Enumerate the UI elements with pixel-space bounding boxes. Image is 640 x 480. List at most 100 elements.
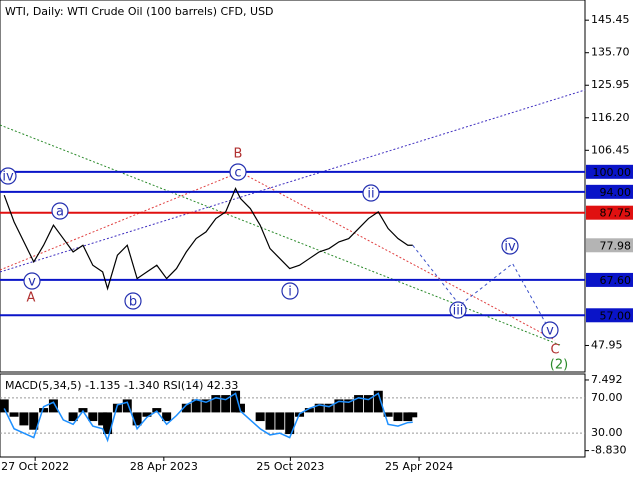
price-line: [3, 187, 413, 291]
rsi-line: [3, 392, 413, 443]
macd-bar: [19, 412, 29, 426]
level-label-box: [586, 184, 633, 199]
macd-bar: [0, 399, 9, 413]
macd-bar: [314, 403, 324, 413]
level-label: 67.60: [600, 274, 632, 287]
macd-bar: [103, 412, 113, 435]
macd-bar: [383, 412, 393, 417]
macd-bar: [255, 412, 265, 422]
wave-circle: [362, 184, 380, 202]
wave-label: i: [288, 285, 292, 300]
wave-label: iv: [504, 240, 516, 255]
macd-bar: [68, 412, 78, 422]
annotations: iv a v A B c b i ii iii iv v C (2): [0, 147, 568, 373]
wave-circle: [51, 202, 69, 220]
level-label-box: [586, 238, 633, 253]
macd-bar: [354, 395, 364, 413]
macd-bar: [29, 412, 39, 430]
wave-label: ii: [367, 187, 374, 202]
macd-bar: [88, 412, 98, 422]
macd-bar: [48, 399, 58, 413]
x-tick-label: 25 Oct 2023: [256, 460, 324, 473]
y-tick-label: 116.20: [591, 111, 630, 124]
chart-title: WTI, Daily: WTI Crude Oil (100 barrels) …: [5, 5, 274, 18]
macd-bar: [334, 399, 344, 413]
trend-line: [0, 89, 586, 273]
macd-bar: [39, 408, 49, 413]
level-label: 57.00: [600, 309, 632, 322]
macd-bar: [393, 412, 403, 422]
macd-bar: [162, 412, 172, 422]
wave-label: v: [28, 275, 36, 290]
y-tick-label: 47.95: [591, 338, 623, 351]
wave-circle: [449, 301, 467, 319]
macd-bar: [304, 408, 314, 413]
macd-bar: [211, 395, 221, 413]
wave-label: iv: [2, 170, 14, 185]
wave-circle: [501, 237, 519, 255]
wave-label: iii: [453, 304, 464, 319]
wave-circle: [0, 167, 17, 185]
macd-bar: [235, 403, 245, 413]
x-tick-label: 25 Apr 2024: [385, 460, 453, 473]
y-tick-label: 7.492: [591, 373, 623, 386]
x-tick-label: 27 Oct 2022: [1, 460, 69, 473]
macd-bar: [231, 390, 241, 413]
wave-circle: [541, 321, 559, 339]
y-tick-label: 125.95: [591, 78, 630, 91]
main-frame: [0, 0, 586, 373]
level-label-box: [586, 164, 633, 179]
level-label: 87.75: [600, 207, 632, 220]
trend-line: [0, 171, 556, 341]
macd-bar: [344, 399, 354, 413]
macd-bar: [221, 395, 231, 413]
indicator-title: MACD(5,34,5) -1.135 -1.340 RSI(14) 42.33: [5, 379, 238, 392]
wave-circle: [23, 272, 41, 290]
projection-line: [412, 244, 551, 333]
level-label-box: [586, 205, 633, 220]
macd-bar: [191, 399, 201, 413]
y-tick-label: 145.45: [591, 13, 630, 26]
trend-line: [0, 124, 561, 346]
wave-label: b: [129, 295, 137, 310]
level-label: 77.98: [600, 239, 632, 252]
x-tick-label: 28 Apr 2023: [130, 460, 198, 473]
macd-bar: [132, 412, 142, 426]
macd-bar: [112, 403, 122, 413]
main-layer: 145.45 135.70 125.95 116.20 106.45 47.95 27 Oc…: [0, 13, 633, 473]
macd-bar: [122, 399, 132, 413]
macd-bar: [408, 412, 418, 418]
macd-bar: [142, 412, 152, 417]
wave-label: A: [27, 291, 36, 306]
y2-tick-label: 30.00: [591, 426, 623, 439]
wave-circle: [229, 163, 247, 181]
level-label: 94.00: [600, 186, 632, 199]
indicator-frame: [0, 373, 586, 458]
y-tick-label: 135.70: [591, 46, 630, 59]
macd-bar: [363, 395, 373, 413]
wave-label: (2): [550, 358, 568, 373]
wave-label: a: [56, 205, 64, 220]
wave-circle: [281, 282, 299, 300]
macd-bar: [285, 412, 295, 435]
macd-bar: [324, 403, 334, 413]
level-label-box: [586, 308, 633, 323]
macd-bar: [201, 399, 211, 413]
macd-bar: [9, 412, 19, 417]
wave-label: c: [234, 166, 241, 181]
macd-bar: [181, 403, 191, 413]
wave-label: B: [234, 147, 243, 162]
y-tick-label: -8.830: [591, 444, 626, 457]
macd-bar: [98, 412, 108, 426]
macd-bar: [373, 390, 383, 413]
macd-bar: [265, 412, 275, 430]
macd-bar: [403, 412, 413, 422]
y-tick-label: 106.45: [591, 143, 630, 156]
level-label-box: [586, 272, 633, 287]
wave-label: v: [546, 324, 554, 339]
macd-bar: [275, 412, 285, 430]
y2-tick-label: 70.00: [591, 391, 623, 404]
wave-circle: [124, 292, 142, 310]
level-label: 100.00: [593, 166, 632, 179]
